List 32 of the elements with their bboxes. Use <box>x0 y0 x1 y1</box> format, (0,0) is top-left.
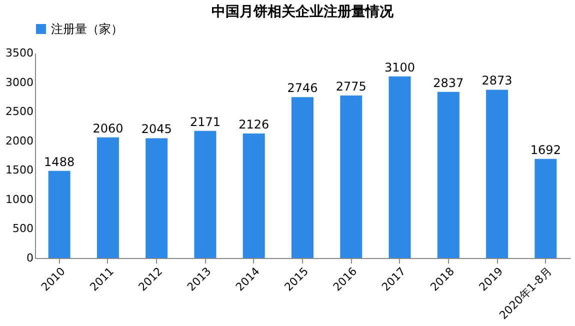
data-label: 2126 <box>238 117 270 132</box>
data-label: 2775 <box>336 79 366 94</box>
data-label: 2045 <box>141 122 172 136</box>
data-label: 2171 <box>190 114 220 129</box>
bar <box>486 90 508 258</box>
data-label: 3100 <box>384 60 416 74</box>
bar <box>242 133 265 258</box>
data-label: 2060 <box>92 121 124 136</box>
y-tick-label: 500 <box>12 222 34 236</box>
data-label: 1692 <box>530 142 561 157</box>
bar <box>340 95 362 258</box>
bar <box>292 97 314 258</box>
data-label: 2746 <box>287 81 318 96</box>
y-tick-label: 2500 <box>6 105 34 118</box>
y-tick-label: 1000 <box>6 192 34 206</box>
y-tick-label: 2000 <box>6 134 34 148</box>
chart-title: 中国月饼相关企业注册量情况 <box>212 3 394 20</box>
bar <box>534 158 557 258</box>
y-tick-label: 0 <box>26 252 34 264</box>
bar <box>437 92 460 258</box>
bar <box>388 76 411 258</box>
bar <box>96 137 119 258</box>
legend-label: 注册量（家） <box>51 22 123 36</box>
data-label: 1488 <box>44 154 75 169</box>
data-label: 2873 <box>482 74 512 88</box>
y-tick-label: 3500 <box>6 46 34 60</box>
y-tick-label: 3000 <box>6 76 34 89</box>
y-tick-label: 1500 <box>6 164 34 177</box>
bar <box>194 130 216 258</box>
bar <box>48 170 70 258</box>
bar <box>146 138 168 258</box>
data-label: 2837 <box>433 76 464 90</box>
